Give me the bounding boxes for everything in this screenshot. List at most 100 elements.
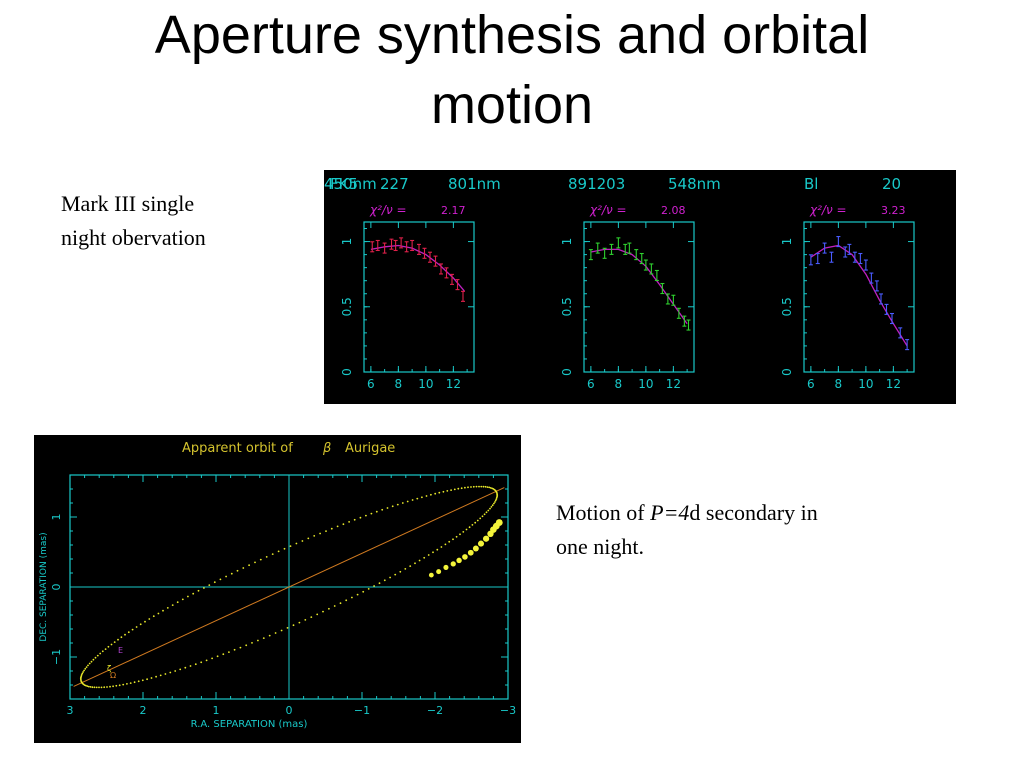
orbit-dot — [394, 573, 397, 576]
orbit-dot — [94, 656, 97, 659]
orbit-dot — [109, 685, 111, 688]
orbit-dot — [409, 565, 412, 567]
night-observation-point — [450, 561, 456, 567]
orbit-dot — [339, 602, 342, 605]
orbit-dot — [367, 588, 370, 590]
orbit-dot — [124, 633, 126, 636]
orbit-dot — [137, 680, 140, 683]
orbit-dot — [448, 540, 451, 543]
y-tick-label: 0.5 — [340, 297, 354, 316]
x-tick-label: 12 — [666, 377, 681, 391]
data-point — [874, 280, 879, 292]
orbit-dot — [457, 487, 460, 490]
orbit-dot — [95, 686, 98, 689]
data-point — [627, 242, 632, 254]
orbit-dot — [491, 504, 494, 507]
orbit-dot — [421, 496, 423, 499]
orbit-dot — [478, 485, 480, 488]
orbit-dot — [89, 686, 92, 688]
slide-title-line1: Aperture synthesis and orbital — [154, 5, 870, 65]
y-tick-label: 1 — [780, 238, 794, 246]
data-point — [370, 241, 375, 253]
orbit-dot — [83, 669, 85, 672]
orbit-dot — [427, 554, 430, 556]
orbit-dot — [93, 686, 96, 689]
data-point — [439, 263, 443, 275]
line-of-nodes — [73, 487, 505, 687]
orbit-dot — [459, 533, 461, 536]
data-point — [433, 255, 438, 267]
orbit-x-tick-label: 0 — [286, 704, 293, 717]
orbit-dot — [87, 664, 89, 667]
orbit-x-tick-label: −1 — [354, 704, 370, 717]
orbit-dot — [485, 511, 488, 514]
orbit-dot — [274, 632, 277, 634]
orbit-dot — [404, 568, 407, 570]
plot-header-word: 548nm — [668, 175, 721, 193]
orbit-dot — [192, 592, 195, 595]
data-point — [829, 251, 834, 263]
x-tick-label: 8 — [615, 377, 623, 391]
orbit-mark-label: Ω — [110, 671, 116, 680]
orbit-y-tick-label: 0 — [50, 584, 63, 591]
orbit-dot — [356, 593, 359, 596]
x-tick-label: 6 — [807, 377, 815, 391]
orbit-dot — [271, 553, 274, 555]
orbit-dot — [200, 661, 203, 664]
orbit-dot — [307, 537, 310, 540]
orbit-dot — [486, 486, 489, 488]
orbit-dot — [464, 486, 466, 489]
orbit-y-tick-label: 1 — [50, 514, 63, 521]
orbit-dot — [460, 487, 463, 490]
orbit-dot — [370, 512, 373, 515]
orbit-dot — [488, 486, 491, 489]
data-point — [682, 315, 687, 327]
orbit-dot — [144, 620, 146, 623]
orbit-dot — [465, 528, 468, 531]
orbit-dot — [96, 654, 99, 657]
orbit-dot — [84, 667, 87, 670]
orbit-dot — [257, 639, 259, 642]
orbit-dot — [365, 514, 367, 517]
orbit-dot — [187, 595, 189, 598]
orbit-dot — [295, 542, 298, 545]
orbit-dot — [112, 685, 114, 688]
orbit-dot — [289, 545, 292, 547]
data-point — [863, 259, 868, 271]
orbit-dot — [91, 686, 94, 689]
data-point — [623, 243, 628, 255]
orbit-panel: Apparent orbit of β Aurigae 3 2 1 0 −1 −2 −3 −1 0 1 R… — [34, 435, 521, 743]
caption-mark-iii-line1: Mark III single — [61, 191, 195, 216]
orbit-dot — [150, 677, 153, 679]
orbit-dot — [146, 678, 148, 681]
orbit-dot — [208, 584, 211, 586]
orbit-dot — [328, 607, 330, 610]
orbit-dot — [446, 490, 449, 492]
orbit-dot — [474, 521, 477, 524]
orbit-dot — [351, 596, 353, 599]
orbit-dot — [222, 653, 225, 656]
data-point — [410, 239, 415, 252]
orbit-dot — [85, 666, 88, 668]
orbit-x-axis-label: R.A. SEPARATION (mas) — [191, 719, 308, 730]
orbit-dot — [425, 495, 428, 497]
data-point — [676, 307, 681, 319]
visibility-plot-2: 891203 548nm χ²/ν = 2.08 6 8 10 12 0 0.5 1 — [560, 175, 721, 391]
orbit-dot — [399, 570, 402, 573]
y-tick-label: 1 — [560, 238, 574, 246]
night-observation-point — [436, 569, 442, 575]
data-point — [808, 254, 813, 266]
orbit-y-axis-label: DEC. SEPARATION (mas) — [39, 532, 49, 641]
orbit-dot — [129, 682, 132, 684]
orbit-dot — [184, 666, 187, 669]
orbit-dot — [375, 510, 378, 513]
chi-label: χ²/ν = — [809, 203, 847, 217]
orbit-dot — [345, 599, 348, 602]
night-observation-point — [428, 572, 434, 578]
orbit-dot — [117, 638, 119, 641]
orbit-dot — [245, 644, 248, 647]
data-point — [884, 303, 889, 315]
orbit-dot — [491, 487, 493, 490]
night-observation-point — [495, 519, 503, 527]
